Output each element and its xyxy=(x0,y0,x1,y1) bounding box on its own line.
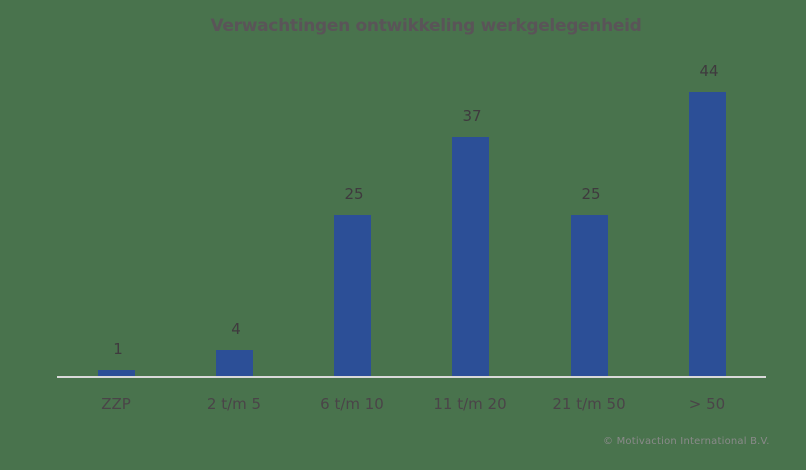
value-label: 37 xyxy=(462,107,482,125)
value-label: 25 xyxy=(344,185,364,203)
category-label: 11 t/m 20 xyxy=(433,395,507,413)
x-axis-line xyxy=(57,376,766,378)
chart-title: Verwachtingen ontwikkeling werkgelegenhe… xyxy=(210,16,642,36)
bar-gt-50 xyxy=(689,92,726,376)
category-label: 2 t/m 5 xyxy=(206,395,262,413)
category-label: 6 t/m 10 xyxy=(320,395,384,413)
bar-21-50 xyxy=(571,215,608,376)
value-label: 25 xyxy=(581,185,601,203)
bar-11-20 xyxy=(452,137,489,376)
category-label: 21 t/m 50 xyxy=(552,395,626,413)
category-label: > 50 xyxy=(688,395,726,413)
value-label: 4 xyxy=(231,320,241,338)
value-label: 1 xyxy=(113,340,123,358)
value-label: 44 xyxy=(699,62,719,80)
bar-6-10 xyxy=(334,215,371,376)
bar-zzp xyxy=(98,370,135,376)
bar-2-5 xyxy=(216,350,253,376)
category-label: ZZP xyxy=(101,395,131,413)
copyright-footer: © Motivaction International B.V. xyxy=(603,436,770,447)
